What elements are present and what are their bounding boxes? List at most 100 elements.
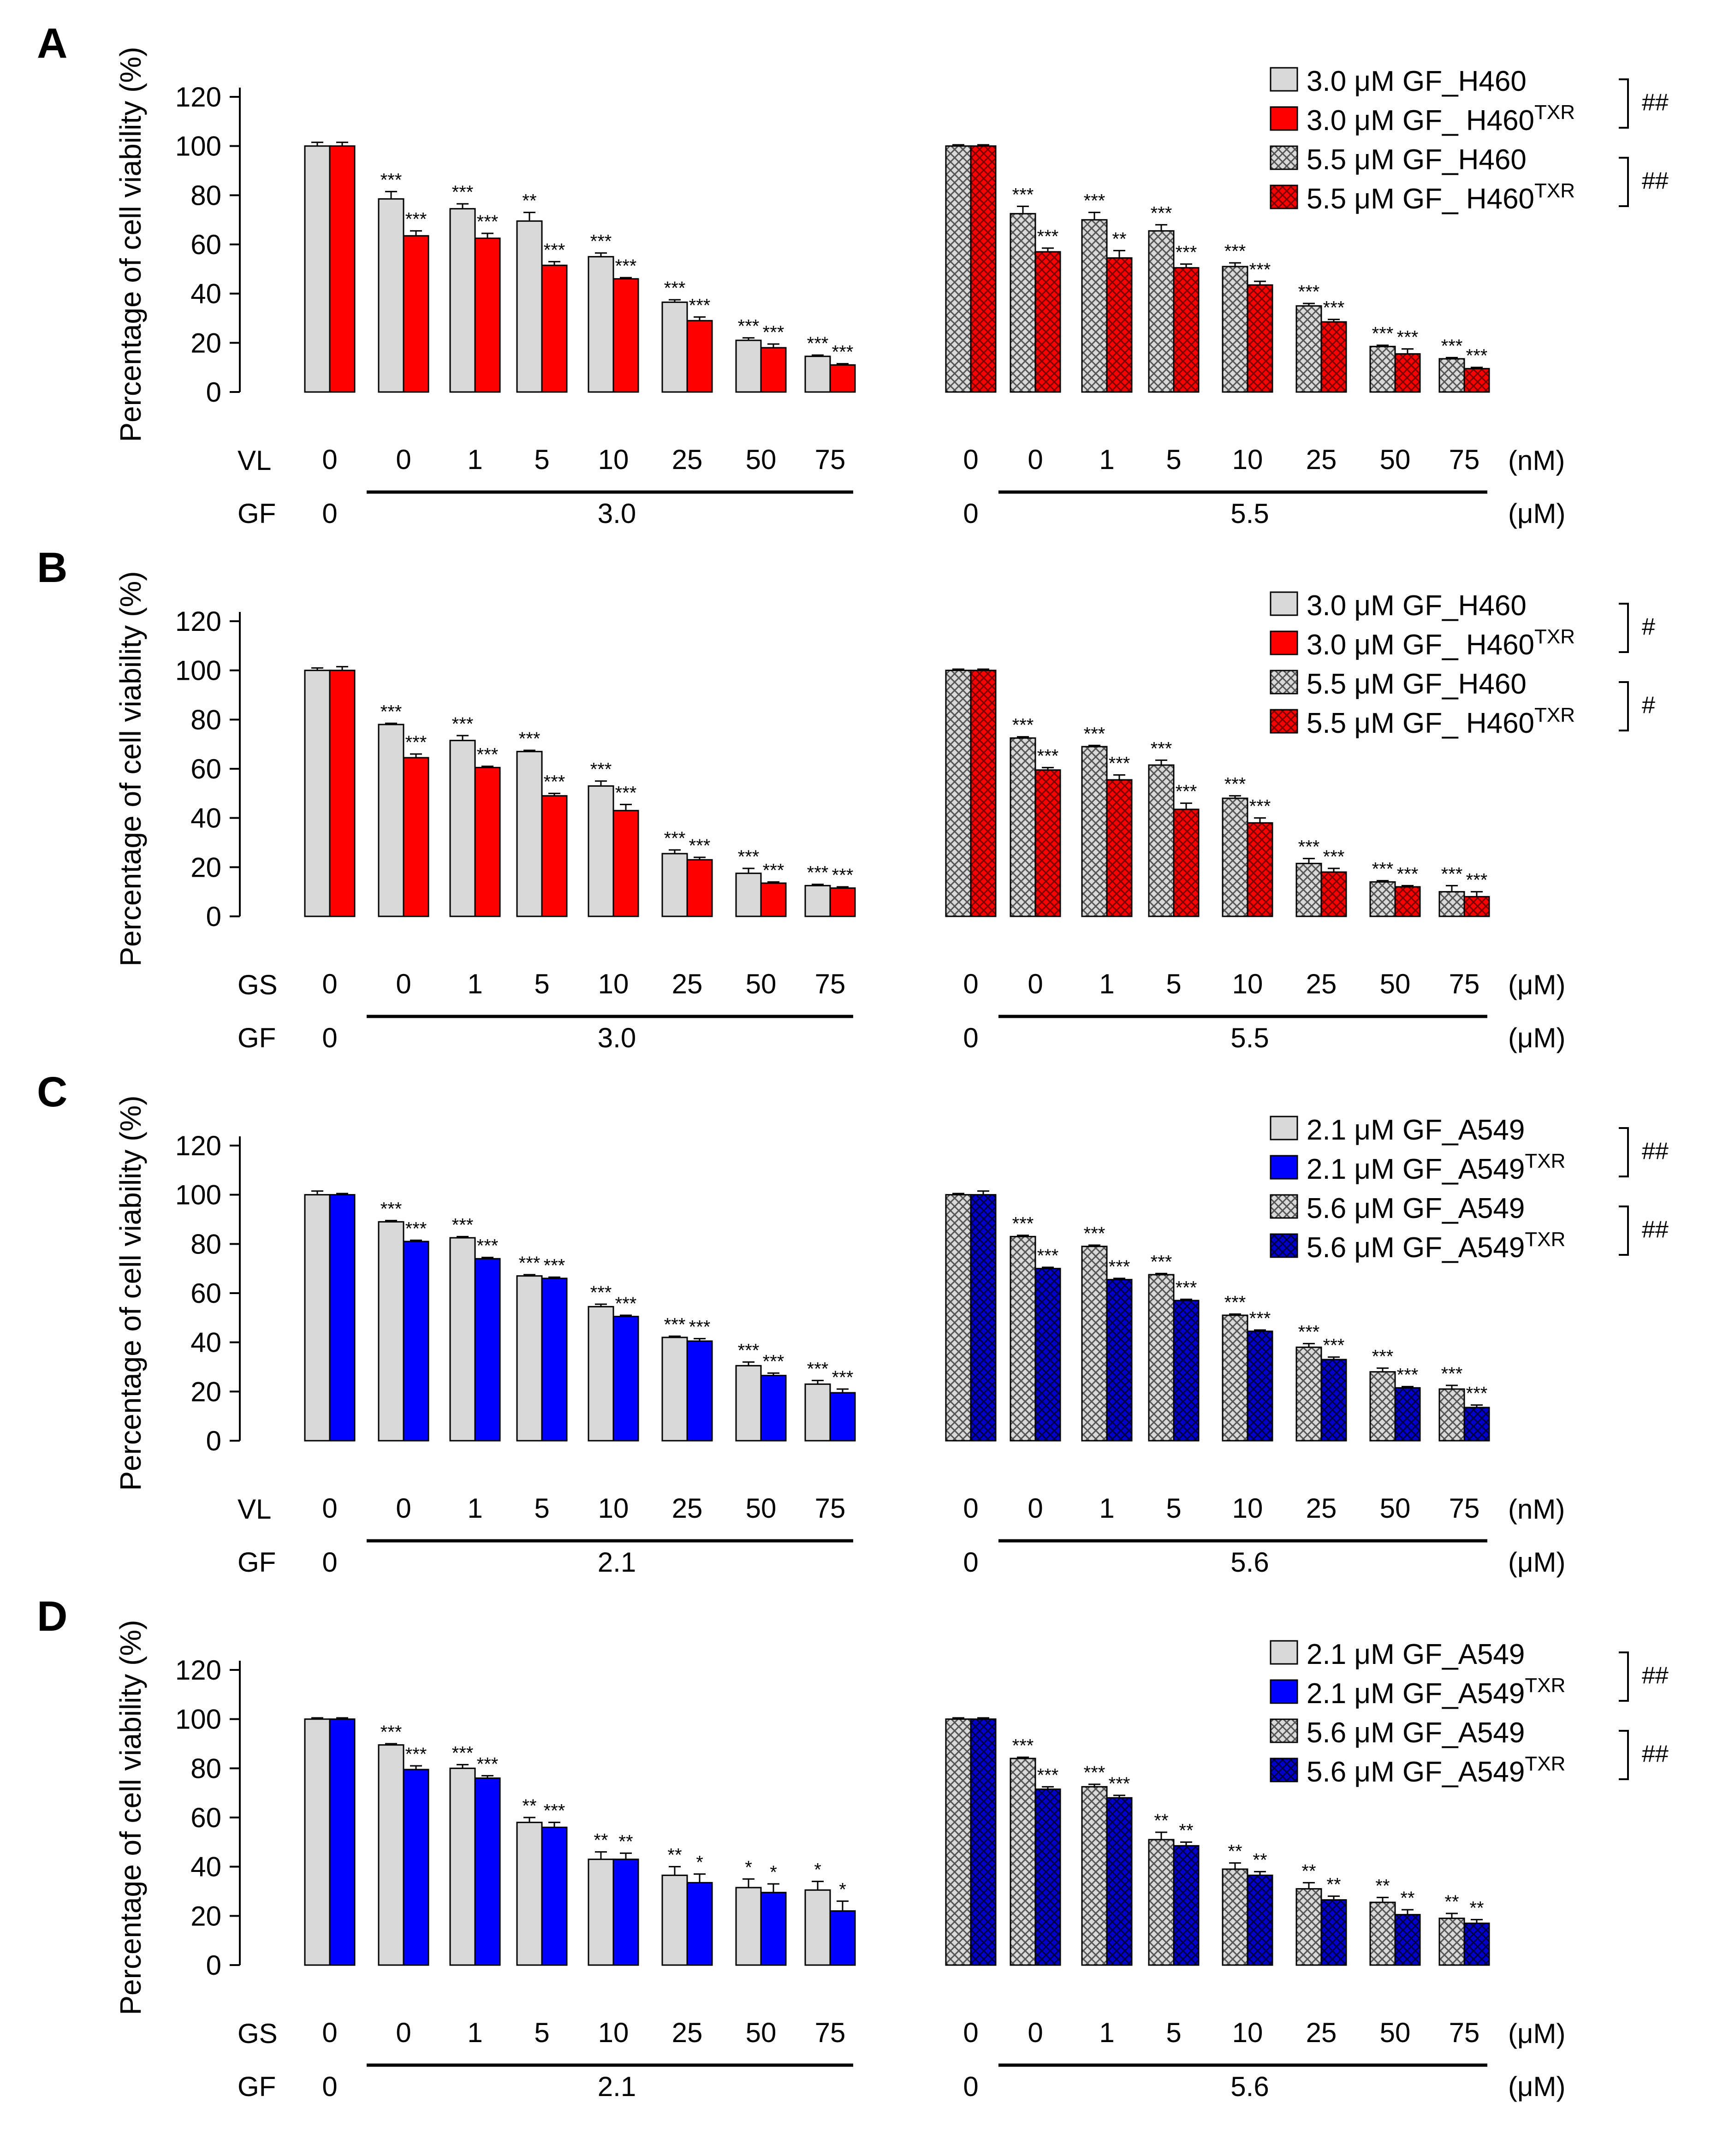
bar [1034,1788,1061,1966]
x-tick-label: 75 [1449,2017,1480,2048]
significance-mark: *** [738,316,760,337]
bar [516,1822,543,1966]
bar [661,1336,688,1442]
bar [1010,1758,1036,1966]
significance-mark: ** [618,1831,633,1852]
bar [304,1718,331,1966]
y-axis-label: Percentage of cell viability (%) [114,571,147,966]
significance-mark: *** [1441,336,1463,356]
bar [760,882,787,917]
x-tick-label: 10 [598,444,629,475]
significance-mark: *** [1323,1336,1345,1356]
bar [1173,1300,1200,1442]
y-tick-label: 80 [190,1753,221,1784]
bar [760,347,787,393]
y-tick-label: 0 [206,901,221,932]
significance-mark: *** [1249,260,1271,280]
significance-mark: *** [1109,1257,1130,1277]
significance-mark: *** [519,729,541,749]
y-tick-label: 40 [190,1852,221,1883]
legend-swatch [1270,670,1298,695]
bar [1106,1279,1133,1442]
x-tick-label: 25 [672,968,703,999]
significance-mark: *** [477,745,499,765]
significance-mark: *** [832,1367,854,1388]
bar [1081,219,1108,393]
significance-mark: *** [1151,738,1172,759]
significance-mark: ** [1253,1850,1267,1870]
bar [686,320,713,393]
significance-mark: *** [615,1294,637,1314]
bar [804,356,831,393]
legend-label: 3.0 μM GF_ H460TXR [1307,101,1575,137]
significance-mark: *** [1012,1214,1034,1234]
gf-dose-label: 3.0 [598,498,636,529]
significance-mark: *** [1037,746,1059,766]
bar [1148,764,1175,917]
x-tick-label: 5 [1166,968,1181,999]
y-tick-label: 80 [190,180,221,211]
gf-zero-label: 0 [963,1547,978,1578]
gf-zero-label: 0 [322,498,337,529]
x-tick-label: 50 [1380,444,1411,475]
legend-label: 3.0 μM GF_H460 [1307,65,1527,97]
legend-swatch [1270,1194,1298,1219]
bar [945,1718,972,1966]
significance-mark: ** [1154,1811,1168,1831]
bar [1320,321,1347,393]
legend-label: 5.5 μM GF_H460 [1307,144,1527,176]
significance-mark: * [770,1862,777,1883]
bar [612,810,639,917]
bar [1106,779,1133,917]
bar [970,1718,997,1966]
panel-letter: B [37,544,67,591]
x-tick-label: 5 [1166,2017,1181,2048]
y-tick-label: 20 [190,1376,221,1407]
gf-dose-label: 5.5 [1230,1022,1269,1053]
significance-mark: *** [1249,1308,1271,1329]
bar [945,670,972,917]
bar [661,853,688,917]
bar [612,1859,639,1966]
significance-mark: *** [405,732,427,753]
significance-mark: *** [1012,184,1034,205]
significance-mark: *** [1323,298,1345,318]
bar [1463,1922,1490,1966]
significance-mark: ** [1444,1892,1459,1912]
bar [1222,266,1248,393]
significance-mark: *** [1298,837,1320,857]
x-tick-label: 25 [672,2017,703,2048]
bar [1247,822,1273,917]
y-axis-label: Percentage of cell viability (%) [114,1095,147,1491]
y-axis-label: Percentage of cell viability (%) [114,1620,147,2015]
y-tick-label: 120 [175,1655,221,1686]
significance-mark: ** [1301,1861,1316,1881]
significance-mark: *** [832,342,854,362]
x-tick-label: 25 [672,444,703,475]
bracket-mark: # [1642,692,1655,719]
legend-label: 5.6 μM GF_A549TXR [1307,1752,1565,1788]
y-tick-label: 80 [190,704,221,735]
x-tick-label: 1 [1099,444,1114,475]
panel-letter: A [37,20,67,67]
gf-zero-label: 0 [322,1547,337,1578]
significance-mark: *** [1224,774,1246,795]
bar [403,235,429,393]
bar [541,1277,568,1442]
significance-mark: *** [1037,1765,1059,1785]
significance-mark: ** [522,1796,536,1816]
significance-mark: * [839,1879,846,1900]
x-tick-label: 5 [1166,1493,1181,1524]
bar [304,670,331,917]
bar [1222,1314,1248,1442]
significance-mark: *** [452,714,474,734]
legend-label: 3.0 μM GF_ H460TXR [1307,625,1575,661]
bracket-mark: # [1642,614,1655,641]
bar [1173,808,1200,917]
bar [1394,1387,1421,1442]
bar [1369,1371,1396,1442]
significance-mark: *** [1151,203,1172,223]
legend-swatch [1270,1116,1298,1140]
significance-mark: *** [1397,864,1419,884]
row1-unit: (nM) [1508,445,1565,476]
